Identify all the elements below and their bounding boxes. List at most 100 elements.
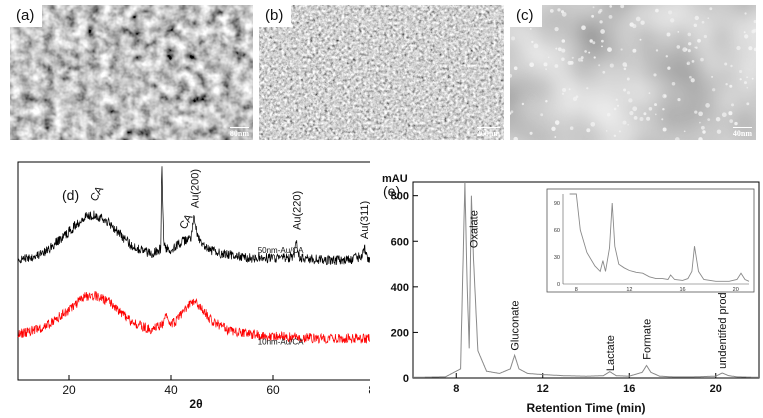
sem-texture-a (10, 5, 253, 140)
nanoparticle-dot (510, 110, 514, 114)
xrd-x-axis-label: 2θ (189, 397, 202, 411)
nanoparticle-dot (666, 32, 671, 37)
nanoparticle-dot (531, 40, 534, 44)
nanoparticle-dot (671, 82, 676, 86)
nanoparticle-dot (557, 47, 562, 52)
inset-plot-area: 0 30 60 90 8 12 16 20 (554, 193, 750, 293)
xrd-peak-annotation: CA (88, 184, 106, 204)
nanoparticle-dot (618, 130, 621, 133)
nanoparticle-dot (751, 77, 754, 80)
nanoparticle-dot (593, 56, 596, 59)
hplc-peak-annotation: Oxalate (469, 210, 481, 248)
nanoparticle-dot (698, 137, 703, 140)
nanoparticle-dot (567, 60, 572, 65)
nanoparticle-dot (655, 49, 659, 52)
nanoparticle-dot (729, 84, 733, 88)
panel-label-a: (a) (10, 5, 43, 27)
nanoparticle-dot (562, 87, 567, 93)
nanoparticle-dot (561, 92, 565, 95)
nanoparticle-dot (662, 107, 665, 111)
nanoparticle-dot (632, 106, 638, 112)
xrd-series-label: 50nm-Au/CA (258, 246, 304, 255)
nanoparticle-dot (628, 98, 633, 103)
nanoparticle-dot (589, 39, 593, 43)
nanoparticle-dot (554, 26, 559, 32)
nanoparticle-dot (701, 125, 705, 130)
nanoparticle-dot (685, 48, 688, 51)
nanoparticle-dot (540, 113, 544, 117)
nanoparticle-dot (707, 17, 710, 20)
hplc-peak-annotation: undentifed product (717, 278, 729, 369)
nanoparticle-dot (715, 116, 721, 122)
nanoparticle-dot (622, 62, 627, 67)
xrd-peak-annotation: Au(200) (189, 169, 201, 208)
xrd-peak-annotation: Au(311) (359, 201, 370, 239)
panel-label-c: (c) (510, 5, 542, 27)
nanoparticle-dot (575, 95, 579, 99)
inset-y-tick-label: 0 (557, 282, 560, 288)
nanoparticle-dot (725, 82, 728, 86)
nanoparticle-dot (598, 64, 601, 67)
nanoparticle-dot (668, 10, 673, 15)
nanoparticle-dot (511, 36, 516, 41)
hplc-y-tick-label: 200 (391, 327, 409, 339)
xrd-peak-annotation: CA (177, 212, 195, 232)
nanoparticle-dot (691, 60, 695, 63)
xrd-x-tick-label: 80 (368, 383, 370, 397)
nanoparticle-dot (687, 49, 691, 53)
nanoparticle-dot (709, 7, 713, 11)
nanoparticle-dot (556, 122, 559, 126)
nanoparticle-dot (639, 38, 642, 41)
nanoparticle-dot (609, 5, 613, 8)
nanoparticle-dot (529, 131, 533, 135)
nanoparticle-dot (690, 78, 695, 83)
nanoparticle-dot (555, 47, 558, 50)
nanoparticle-dot (729, 119, 734, 123)
nanoparticle-dot (600, 29, 605, 34)
nanoparticle-dot (677, 98, 681, 102)
nanoparticle-dot (648, 92, 651, 94)
scale-bar-a: 80nm (229, 127, 250, 138)
nanoparticle-dot (661, 118, 664, 121)
nanoparticle-dot (702, 130, 706, 134)
hplc-x-axis-label: Retention Time (min) (526, 401, 645, 415)
nanoparticle-dot (629, 111, 634, 116)
nanoparticle-dot (653, 73, 657, 77)
nanoparticle-dot (561, 48, 566, 53)
nanoparticle-dot (584, 50, 587, 53)
nanoparticle-dot (513, 66, 518, 71)
nanoparticle-dot (629, 22, 634, 27)
nanoparticle-dot (543, 62, 548, 67)
nanoparticle-dot (533, 43, 539, 49)
nanoparticle-dot (606, 112, 611, 117)
nanoparticle-dot (599, 20, 603, 24)
nanoparticle-dot (599, 8, 603, 13)
nanoparticle-dot (654, 103, 657, 107)
nanoparticle-dot (746, 102, 750, 106)
nanoparticle-dot (744, 12, 747, 15)
sem-texture-c (510, 5, 756, 140)
nanoparticle-dot (568, 88, 571, 91)
nanoparticle-dot (746, 76, 748, 79)
nanoparticle-dot (510, 73, 513, 78)
nanoparticle-dot (627, 123, 630, 126)
nanoparticle-dot (674, 137, 680, 140)
nanoparticle-dot (689, 75, 692, 79)
nanoparticle-dot (569, 126, 574, 130)
nanoparticle-dot (547, 56, 550, 59)
nanoparticle-dot (643, 112, 647, 116)
inset-x-tick-label: 12 (626, 287, 632, 293)
panel-label-d: (d) (62, 187, 79, 203)
nanoparticle-dot (743, 81, 748, 85)
xrd-plot-frame (17, 161, 370, 381)
hplc-x-tick-label: 8 (453, 383, 459, 395)
nanoparticle-dot (615, 98, 618, 101)
hplc-x-tick-label: 16 (623, 383, 635, 395)
hplc-y-tick-label: 800 (391, 191, 409, 203)
nanoparticle-dot (602, 70, 606, 74)
inset-y-tick-label: 90 (554, 201, 560, 207)
nanoparticle-dot (591, 14, 595, 18)
nanoparticle-dot (739, 78, 742, 81)
nanoparticle-dot (592, 41, 596, 45)
xrd-x-tick-label: 60 (266, 383, 280, 397)
